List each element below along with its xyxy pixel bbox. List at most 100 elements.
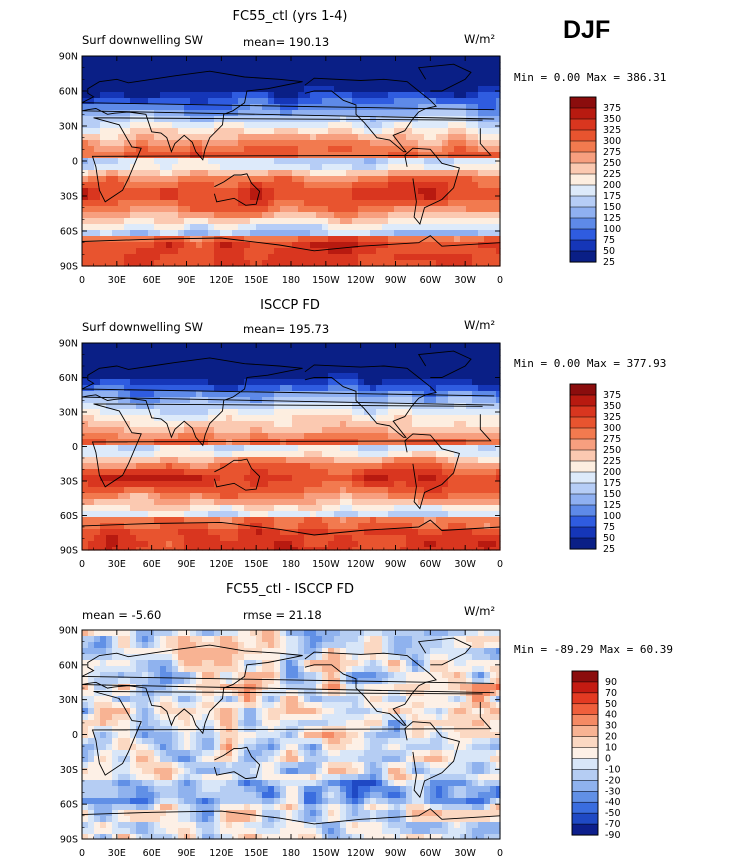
field-cell <box>352 373 359 380</box>
field-cell <box>460 182 467 189</box>
field-cell <box>94 463 101 470</box>
field-cell <box>220 541 227 548</box>
field-cell <box>232 92 239 99</box>
field-cell <box>268 505 275 512</box>
field-cell <box>136 170 143 177</box>
field-cell <box>262 218 269 225</box>
field-cell <box>238 182 245 189</box>
colorbar-frame <box>569 96 597 263</box>
field-cell <box>148 218 155 225</box>
field-cell <box>490 343 497 350</box>
field-cell <box>118 104 125 111</box>
field-cell <box>376 505 383 512</box>
field-cell <box>406 62 413 69</box>
field-cell <box>244 62 251 69</box>
field-cell <box>466 176 473 183</box>
field-cell <box>262 481 269 488</box>
field-cell <box>250 421 257 428</box>
field-cell <box>490 146 497 153</box>
field-cell <box>484 517 491 524</box>
field-cell <box>112 427 119 434</box>
x-tick-label: 90W <box>385 275 407 286</box>
field-cell <box>88 134 95 141</box>
field-cell <box>310 98 317 105</box>
field-cell <box>190 415 197 422</box>
field-cell <box>208 242 215 249</box>
field-cell <box>364 92 371 99</box>
field-cell <box>400 379 407 386</box>
field-cell <box>160 385 167 392</box>
field-cell <box>460 260 467 267</box>
field-cell <box>466 146 473 153</box>
field-cell <box>124 505 131 512</box>
field-cell <box>316 170 323 177</box>
field-cell <box>328 182 335 189</box>
field-cell <box>160 523 167 530</box>
field-cell <box>496 260 501 267</box>
field-cell <box>190 56 197 63</box>
field-cell <box>400 367 407 374</box>
field-cell <box>286 134 293 141</box>
field-cell <box>250 499 257 506</box>
field-cell <box>208 158 215 165</box>
field-cell <box>262 355 269 362</box>
field-cell <box>454 140 461 147</box>
field-cell <box>94 511 101 518</box>
field-cell <box>436 146 443 153</box>
field-cell <box>88 212 95 219</box>
field-cell <box>238 373 245 380</box>
field-cell <box>424 236 431 243</box>
field-cell <box>82 469 89 476</box>
field-cell <box>94 427 101 434</box>
field-cell <box>364 128 371 135</box>
field-cell <box>418 487 425 494</box>
field-cell <box>310 529 317 536</box>
field-cell <box>118 511 125 518</box>
field-cell <box>136 511 143 518</box>
field-cell <box>430 451 437 458</box>
field-cell <box>130 254 137 261</box>
field-cell <box>286 248 293 255</box>
field-cell <box>190 176 197 183</box>
field-cell <box>460 445 467 452</box>
field-cell <box>184 403 191 410</box>
field-cell <box>178 427 185 434</box>
field-cell <box>406 355 413 362</box>
field-cell <box>268 361 275 368</box>
colorbar-label: 150 <box>603 202 621 213</box>
field-cell <box>178 260 185 267</box>
field-cell <box>250 451 257 458</box>
field-cell <box>316 242 323 249</box>
field-cell <box>124 98 131 105</box>
field-cell <box>112 493 119 500</box>
colorbar-swatch <box>569 151 597 164</box>
field-cell <box>334 98 341 105</box>
field-cell <box>238 421 245 428</box>
field-cell <box>100 68 107 75</box>
field-cell <box>154 541 161 548</box>
field-cell <box>490 481 497 488</box>
field-cell <box>94 529 101 536</box>
field-cell <box>394 409 401 416</box>
field-cell <box>454 224 461 231</box>
field-cell <box>292 140 299 147</box>
field-cell <box>124 529 131 536</box>
field-cell <box>142 248 149 255</box>
field-cell <box>490 397 497 404</box>
field-cell <box>280 200 287 207</box>
field-cell <box>358 397 365 404</box>
field-cell <box>406 379 413 386</box>
field-cell <box>340 140 347 147</box>
field-cell <box>256 403 263 410</box>
field-cell <box>382 212 389 219</box>
field-cell <box>340 511 347 518</box>
field-cell <box>466 170 473 177</box>
field-cell <box>154 439 161 446</box>
field-cell <box>184 260 191 267</box>
field-cell <box>154 218 161 225</box>
field-cell <box>172 158 179 165</box>
field-cell <box>334 158 341 165</box>
field-cell <box>148 409 155 416</box>
field-cell <box>430 361 437 368</box>
field-cell <box>304 146 311 153</box>
